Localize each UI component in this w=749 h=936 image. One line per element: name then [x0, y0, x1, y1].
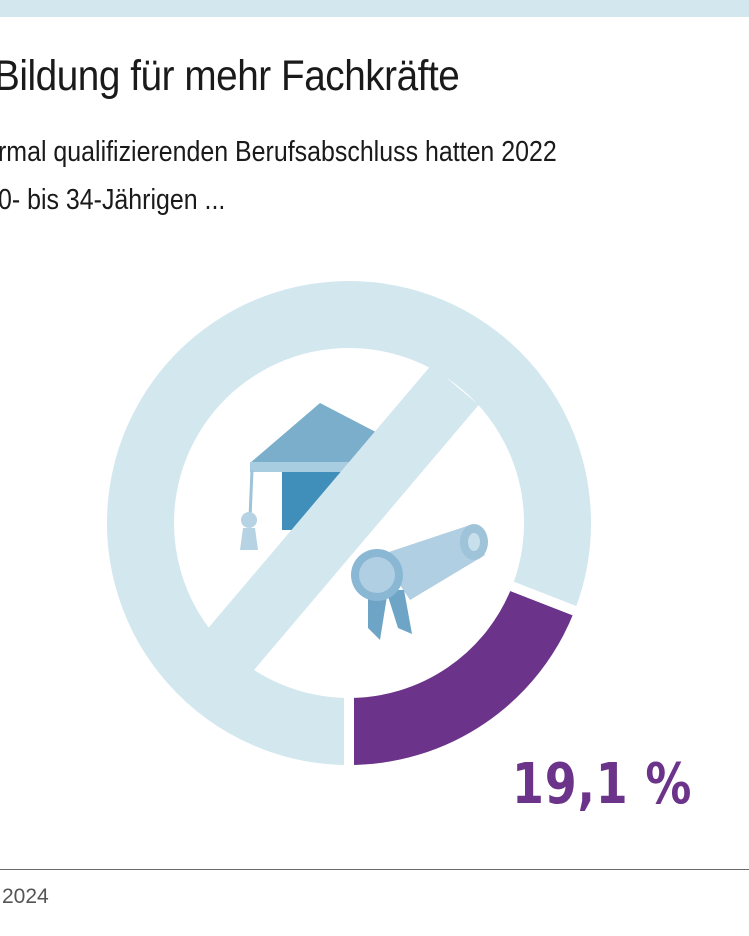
footer-divider	[0, 869, 749, 870]
chart-title: Bildung für mehr Fachkräfte	[0, 52, 460, 100]
chart-subtitle: rmal qualifizierenden Berufsabschluss ha…	[0, 128, 557, 224]
value-label: 19,1 %	[512, 752, 693, 817]
source-note: 2024	[2, 885, 49, 908]
subtitle-line-1: rmal qualifizierenden Berufsabschluss ha…	[0, 136, 557, 168]
top-band	[0, 0, 749, 17]
rosette-icon	[351, 549, 412, 640]
prohibition-sign-icon	[191, 364, 488, 689]
subtitle-line-2: 0- bis 34-Jährigen ...	[0, 184, 226, 216]
diploma-scroll-icon	[380, 524, 488, 600]
